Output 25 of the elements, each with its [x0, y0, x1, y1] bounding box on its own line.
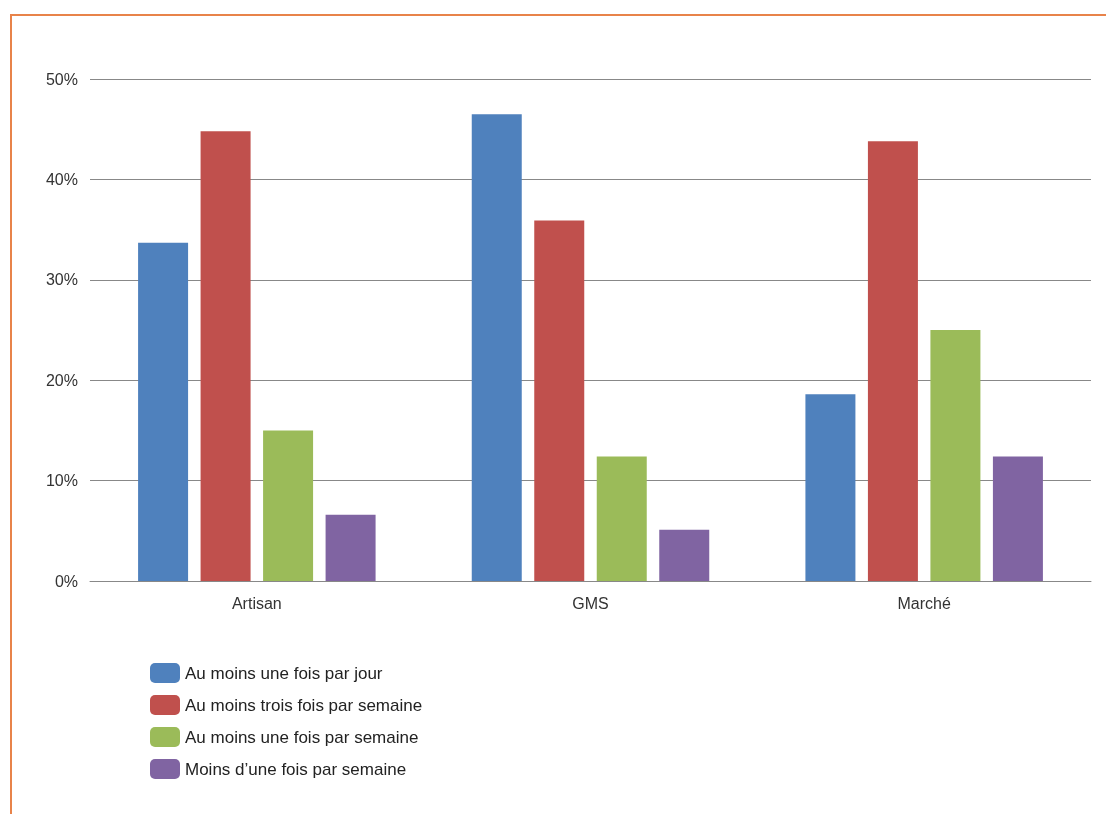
bar	[263, 430, 314, 581]
x-tick-label: Marché	[897, 594, 951, 612]
y-tick-label: 10%	[45, 472, 78, 490]
bar	[325, 514, 376, 581]
y-tick-label: 20%	[45, 371, 78, 389]
legend-label: Au moins trois fois par semaine	[185, 695, 423, 715]
y-tick-label: 40%	[45, 170, 78, 188]
bar	[138, 242, 189, 581]
bar	[659, 529, 710, 581]
bar	[805, 394, 856, 581]
bar	[992, 456, 1043, 581]
x-tick-label: GMS	[572, 594, 609, 612]
bar	[930, 330, 981, 581]
bar	[471, 114, 522, 581]
bar	[596, 456, 647, 581]
bar	[867, 141, 918, 581]
x-tick-label: Artisan	[231, 594, 282, 612]
y-tick-label: 30%	[45, 271, 78, 289]
y-tick-label: 0%	[54, 572, 78, 590]
legend-label: Moins d’une fois par semaine	[185, 759, 407, 779]
y-tick-label: 50%	[45, 70, 78, 88]
bar	[200, 131, 251, 581]
bar	[534, 220, 585, 581]
legend-label: Au moins une fois par jour	[185, 663, 383, 683]
legend-label: Au moins une fois par semaine	[185, 727, 419, 747]
